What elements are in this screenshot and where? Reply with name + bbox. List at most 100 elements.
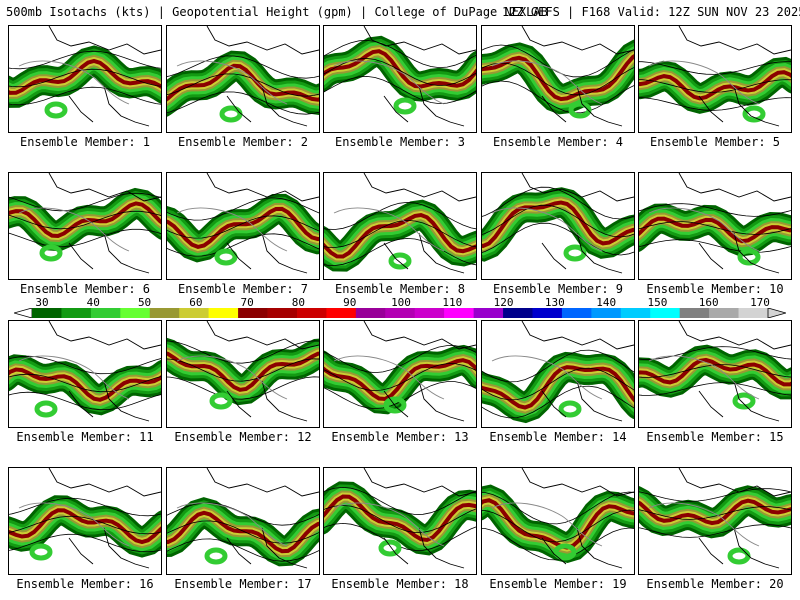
colorbar-tick-label: 130 bbox=[544, 296, 565, 309]
colorbar-tick-label: 90 bbox=[343, 296, 357, 309]
ensemble-member-map-3 bbox=[323, 25, 477, 133]
jet-stream-map bbox=[167, 321, 319, 422]
colorbar bbox=[14, 308, 786, 318]
ensemble-member-label: Ensemble Member: 11 bbox=[16, 430, 154, 444]
ensemble-member-label: Ensemble Member: 9 bbox=[492, 282, 624, 296]
jet-stream-map bbox=[639, 321, 791, 422]
header-right-title: 12Z GEFS | F168 Valid: 12Z SUN NOV 23 20… bbox=[502, 5, 800, 19]
jet-stream-map bbox=[9, 321, 161, 422]
colorbar-segment bbox=[296, 308, 327, 318]
colorbar-segment bbox=[503, 308, 533, 318]
jet-stream-map bbox=[167, 468, 319, 569]
colorbar-tick-label: 60 bbox=[189, 296, 203, 309]
jet-stream-map bbox=[482, 173, 634, 274]
colorbar-segment bbox=[238, 308, 268, 318]
ensemble-member-label: Ensemble Member: 12 bbox=[174, 430, 312, 444]
colorbar-segment bbox=[355, 308, 386, 318]
colorbar-segment bbox=[414, 308, 445, 318]
colorbar-right-arrow bbox=[767, 308, 786, 318]
ensemble-member-map-4 bbox=[481, 25, 635, 133]
colorbar-tick-label: 80 bbox=[291, 296, 306, 309]
ensemble-member-map-14 bbox=[481, 320, 635, 428]
ensemble-member-map-16 bbox=[8, 467, 162, 575]
ensemble-member-map-11 bbox=[8, 320, 162, 428]
ensemble-member-map-18 bbox=[323, 467, 477, 575]
colorbar-tick-label: 100 bbox=[391, 296, 411, 309]
colorbar-segment bbox=[326, 308, 357, 318]
colorbar-tick-label: 150 bbox=[647, 296, 668, 309]
ensemble-member-map-7 bbox=[166, 172, 320, 280]
ensemble-member-map-5 bbox=[638, 25, 792, 133]
ensemble-member-map-19 bbox=[481, 467, 635, 575]
ensemble-member-label: Ensemble Member: 15 bbox=[646, 430, 784, 444]
ensemble-member-label: Ensemble Member: 6 bbox=[19, 282, 151, 296]
jet-stream-map bbox=[167, 26, 319, 127]
colorbar-segment bbox=[591, 308, 622, 318]
ensemble-member-map-2 bbox=[166, 25, 320, 133]
colorbar-tick-label: 110 bbox=[442, 296, 463, 309]
jet-stream-map bbox=[324, 173, 476, 274]
colorbar-segment bbox=[179, 308, 209, 318]
colorbar-tick-label: 170 bbox=[750, 296, 770, 309]
colorbar-segment bbox=[149, 308, 180, 318]
colorbar-segment bbox=[120, 308, 151, 318]
map-header: 500mb Isotachs (kts) | Geopotential Heig… bbox=[6, 5, 800, 21]
jet-stream-map bbox=[324, 468, 476, 569]
ensemble-member-map-15 bbox=[638, 320, 792, 428]
ensemble-member-label: Ensemble Member: 17 bbox=[174, 577, 312, 591]
colorbar-tick-label: 160 bbox=[698, 296, 719, 309]
jet-stream-map bbox=[9, 173, 161, 274]
colorbar-segment bbox=[650, 308, 680, 318]
ensemble-member-map-1 bbox=[8, 25, 162, 133]
colorbar-tick-label: 50 bbox=[137, 296, 152, 309]
jet-stream-map bbox=[639, 468, 791, 569]
jet-stream-map bbox=[324, 26, 476, 127]
jet-stream-map bbox=[167, 173, 319, 274]
ensemble-member-label: Ensemble Member: 19 bbox=[489, 577, 627, 591]
jet-stream-map bbox=[9, 26, 161, 127]
jet-stream-map bbox=[639, 173, 791, 274]
ensemble-member-label: Ensemble Member: 7 bbox=[177, 282, 309, 296]
ensemble-member-label: Ensemble Member: 16 bbox=[16, 577, 154, 591]
colorbar-segment bbox=[738, 308, 769, 318]
ensemble-member-map-13 bbox=[323, 320, 477, 428]
jet-stream-map bbox=[639, 26, 791, 127]
colorbar-tick-label: 70 bbox=[240, 296, 254, 309]
colorbar-segment bbox=[532, 308, 563, 318]
jet-stream-map bbox=[482, 468, 634, 569]
colorbar-segment bbox=[620, 308, 651, 318]
ensemble-member-label: Ensemble Member: 5 bbox=[649, 135, 781, 149]
colorbar-segment bbox=[561, 308, 592, 318]
colorbar-tick-label: 30 bbox=[35, 296, 49, 309]
ensemble-member-map-10 bbox=[638, 172, 792, 280]
ensemble-member-label: Ensemble Member: 8 bbox=[334, 282, 466, 296]
colorbar-segment bbox=[679, 308, 710, 318]
colorbar-segment bbox=[267, 308, 298, 318]
ensemble-member-label: Ensemble Member: 2 bbox=[177, 135, 309, 149]
colorbar-segment bbox=[385, 308, 416, 318]
ensemble-member-map-12 bbox=[166, 320, 320, 428]
colorbar-segment bbox=[444, 308, 474, 318]
ensemble-member-label: Ensemble Member: 4 bbox=[492, 135, 624, 149]
ensemble-member-label: Ensemble Member: 1 bbox=[19, 135, 151, 149]
ensemble-member-map-17 bbox=[166, 467, 320, 575]
ensemble-member-label: Ensemble Member: 10 bbox=[646, 282, 784, 296]
colorbar-segment bbox=[32, 308, 62, 318]
colorbar-tick-label: 120 bbox=[493, 296, 514, 309]
ensemble-member-label: Ensemble Member: 3 bbox=[334, 135, 466, 149]
ensemble-member-map-6 bbox=[8, 172, 162, 280]
colorbar-segment bbox=[90, 308, 121, 318]
jet-stream-map bbox=[482, 321, 634, 424]
ensemble-member-label: Ensemble Member: 18 bbox=[331, 577, 469, 591]
ensemble-member-map-8 bbox=[323, 172, 477, 280]
colorbar-tick-label: 140 bbox=[596, 296, 617, 309]
ensemble-member-label: Ensemble Member: 14 bbox=[489, 430, 627, 444]
colorbar-left-arrow bbox=[14, 308, 33, 318]
colorbar-segment bbox=[61, 308, 92, 318]
colorbar-tick-label: 40 bbox=[86, 296, 100, 309]
jet-stream-map bbox=[324, 321, 476, 422]
ensemble-member-label: Ensemble Member: 20 bbox=[646, 577, 784, 591]
colorbar-segment bbox=[208, 308, 239, 318]
ensemble-member-map-20 bbox=[638, 467, 792, 575]
colorbar-tick-labels: 30 40 50 60 70 80 90 100 110 120 130 140 150 160 170 bbox=[0, 296, 800, 309]
